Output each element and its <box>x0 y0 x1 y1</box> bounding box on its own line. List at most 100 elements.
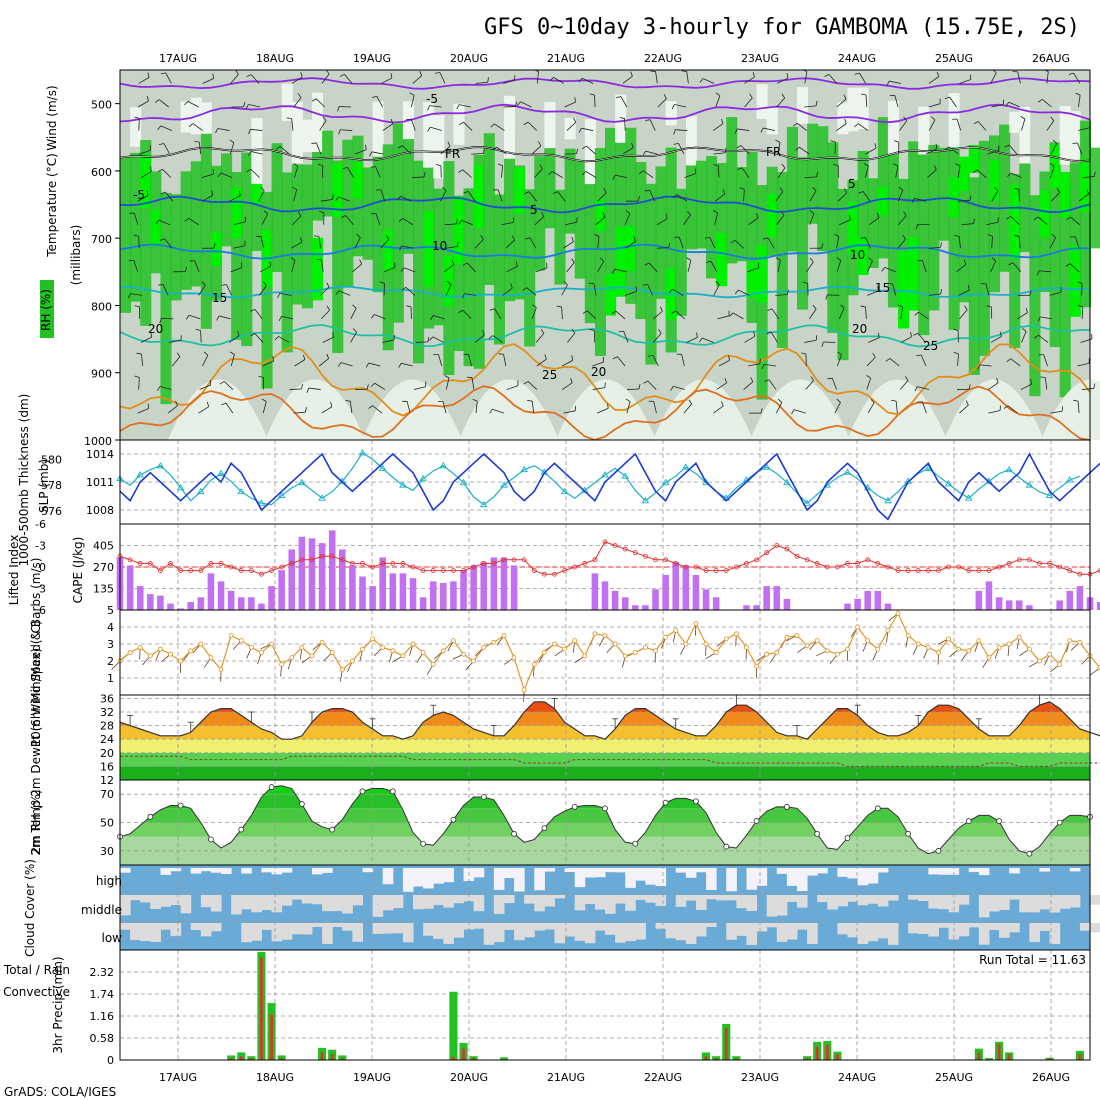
cape-bar <box>995 597 1003 610</box>
wind-barb <box>474 239 484 249</box>
wind-barb-flag <box>1014 235 1020 237</box>
wind-barb-flag <box>1050 116 1055 122</box>
cloud-cell <box>251 923 262 941</box>
cloud-cell <box>736 895 747 909</box>
thickness-point <box>237 487 246 495</box>
li-axis-label: Lifted Index <box>7 535 21 606</box>
wind-barb-flag <box>248 129 251 135</box>
wind-barb <box>957 165 961 178</box>
rh-moist-cell <box>372 155 384 293</box>
cloud-cell <box>311 895 323 905</box>
temperature-contour <box>119 385 1091 441</box>
wind-barb-flag <box>352 304 357 309</box>
wind-barb <box>643 170 654 178</box>
cloud-cell <box>322 868 333 873</box>
wind-barb-flag <box>821 341 824 347</box>
wind-barb-flag <box>216 315 220 321</box>
rh-point <box>874 805 881 812</box>
cloud-cell <box>524 923 535 938</box>
wind-barb-flag <box>582 145 587 150</box>
li-point <box>137 561 143 566</box>
wind-barb <box>1077 142 1083 155</box>
bottom-date-label: 20AUG <box>450 1071 488 1084</box>
wind-barb-flag <box>147 72 150 78</box>
wind-barb <box>439 72 446 84</box>
rh-moist-cell <box>695 160 708 249</box>
thickness-point <box>399 481 407 488</box>
wind-barb <box>626 401 631 414</box>
wind-barb <box>594 94 596 108</box>
wind-speed-point <box>390 648 396 654</box>
wind-barb <box>831 378 837 390</box>
rh-point <box>420 840 427 847</box>
wind-barb-flag <box>398 363 402 368</box>
wind-barb-flag <box>1072 142 1078 144</box>
rh-saturated-cell <box>625 225 637 271</box>
li-tick-label: 3 <box>39 583 46 596</box>
wind-barb-flag <box>775 139 781 143</box>
wind-barb <box>799 146 810 155</box>
cloud-cell <box>908 895 919 900</box>
wind-speed-point <box>218 667 224 672</box>
li-point <box>976 568 982 573</box>
wind-barb-flag <box>369 151 373 157</box>
wind-barb <box>217 128 230 131</box>
precip-convective-bar <box>1007 1054 1011 1060</box>
wind-speed-point <box>915 641 921 647</box>
wind-speed-point <box>238 638 244 643</box>
wind-barb <box>440 146 451 155</box>
wind-barb <box>959 404 969 414</box>
wind-barb-flag <box>1004 144 1010 148</box>
wind-barb <box>535 267 548 273</box>
wind-barb-flag <box>368 405 373 409</box>
cloud-cell <box>877 868 889 873</box>
cape-bar <box>187 602 195 610</box>
wind-speed-point <box>673 628 679 633</box>
wind-barb <box>338 290 351 296</box>
wind-barb-flag <box>612 174 616 180</box>
rh-moist-cell <box>1090 147 1100 249</box>
wind-barb <box>440 190 447 202</box>
wind-barb-flag <box>574 97 576 103</box>
li-point <box>420 568 426 573</box>
cloud-cell <box>221 868 232 875</box>
wind-barb-flag <box>965 400 969 406</box>
wind-barb-flag <box>330 401 333 407</box>
slp-line <box>119 452 1100 521</box>
wind-barb-flag <box>435 72 441 74</box>
wind-barb <box>444 223 457 226</box>
wind-barb-flag <box>739 187 745 190</box>
wind-barb <box>1073 72 1081 84</box>
wind-barb-flag <box>213 243 216 249</box>
cloud-cell <box>382 895 394 911</box>
wind-barb <box>308 387 321 390</box>
wind-barb-flag <box>963 259 967 265</box>
contour-label: FR <box>445 147 460 161</box>
wind-barb-flag <box>810 376 814 381</box>
wind-barb <box>1039 270 1052 273</box>
wind-barb-flag <box>571 258 575 263</box>
wind-barb-flag <box>209 379 212 386</box>
wind-barb <box>986 221 999 226</box>
wind-barb-flag <box>603 188 607 193</box>
cloud-cell <box>1039 868 1051 872</box>
rh-dry-cell <box>847 87 859 132</box>
li-point <box>562 568 567 573</box>
wind-axis-label: Wind (m/s) <box>45 85 59 150</box>
wind-barb-flag <box>335 290 340 295</box>
cloud-cell <box>1090 895 1100 905</box>
li-point <box>238 568 244 573</box>
wind-barb <box>865 237 871 249</box>
rh-saturated-cell <box>1049 144 1061 189</box>
contour-label: 5 <box>848 177 856 191</box>
rh-moist-cell <box>140 140 152 326</box>
rh-dry-cell <box>887 100 900 154</box>
wind-barb-flag <box>881 267 886 272</box>
rh-moist-cell <box>433 188 445 326</box>
wind-speed-point <box>572 638 578 643</box>
cloud-cell <box>756 868 768 886</box>
wind-barb <box>254 309 263 320</box>
cloud-cell <box>887 895 899 901</box>
wind-barb <box>382 339 395 343</box>
wind-barb <box>1038 334 1049 343</box>
